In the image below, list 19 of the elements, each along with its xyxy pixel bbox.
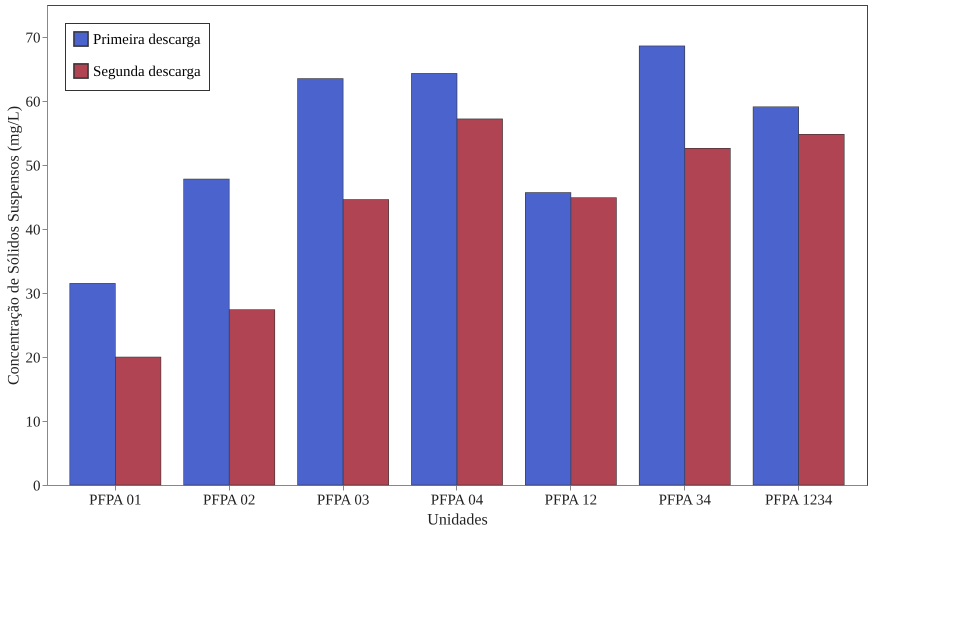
y-tick-label: 50 (26, 158, 40, 174)
y-tick-label: 40 (26, 222, 40, 238)
x-tick-label: PFPA 12 (544, 492, 598, 508)
legend-label: Segunda descarga (93, 64, 201, 80)
x-tick-label: PFPA 34 (658, 492, 712, 508)
y-tick-label: 70 (26, 30, 40, 46)
legend-label: Primeira descarga (93, 32, 201, 48)
x-tick-label: PFPA 1234 (764, 492, 833, 508)
x-axis-title: Unidades (427, 512, 488, 528)
x-tick-label: PFPA 01 (89, 492, 142, 508)
y-tick-label: 20 (26, 350, 40, 366)
x-tick-label: PFPA 02 (203, 492, 256, 508)
y-tick-label: 10 (26, 414, 40, 430)
y-tick-label: 30 (26, 286, 40, 302)
x-tick-label: PFPA 03 (316, 492, 370, 508)
y-tick-label: 0 (33, 478, 40, 494)
x-tick-label: PFPA 04 (430, 492, 484, 508)
y-axis-title: Concentração de Sólidos Suspensos (mg/L) (6, 106, 22, 386)
y-tick-label: 60 (26, 94, 40, 110)
